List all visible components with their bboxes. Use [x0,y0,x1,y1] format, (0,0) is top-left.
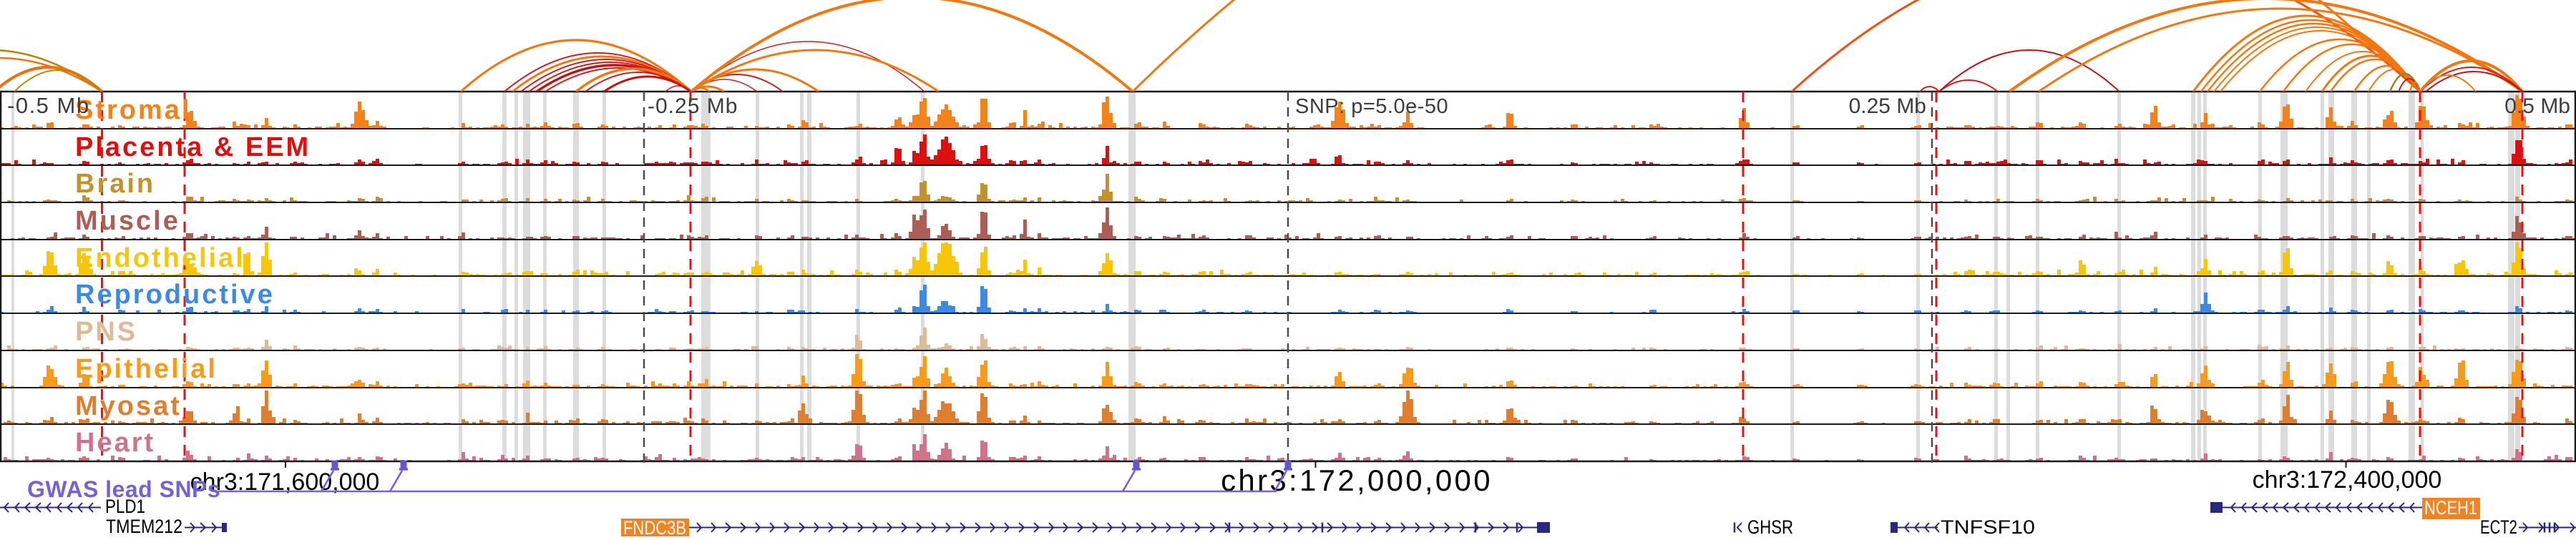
svg-text:Reproductive: Reproductive [75,280,275,310]
svg-text:-0.5 Mb: -0.5 Mb [7,93,90,118]
svg-text:0.25 Mb: 0.25 Mb [1849,94,1926,118]
svg-text:TMEM212: TMEM212 [106,516,182,536]
svg-text:Heart: Heart [75,428,155,458]
svg-text:Muscle: Muscle [75,206,180,236]
svg-text:Myosat: Myosat [75,391,182,421]
svg-text:SNP: p=5.0e-50: SNP: p=5.0e-50 [1295,95,1448,118]
svg-text:Brain: Brain [75,169,155,199]
svg-text:Stromal: Stromal [75,95,191,125]
svg-text:FNDC3B: FNDC3B [623,517,686,536]
svg-text:PNS: PNS [75,317,137,347]
svg-text:Endothelial: Endothelial [75,243,245,273]
svg-text:-0.25 Mb: -0.25 Mb [648,94,738,118]
svg-text:PLD1: PLD1 [105,496,145,517]
svg-text:GHSR: GHSR [1747,516,1793,536]
svg-text:Epithelial: Epithelial [75,354,218,384]
svg-text:chr3:172,400,000: chr3:172,400,000 [2253,466,2442,494]
svg-text:Placenta & EEM: Placenta & EEM [75,132,311,162]
svg-text:0.5 Mb: 0.5 Mb [2504,94,2570,118]
svg-text:TNFSF10: TNFSF10 [1941,516,2035,536]
svg-text:NCEH1: NCEH1 [2424,497,2477,519]
svg-text:GWAS lead SNPs: GWAS lead SNPs [27,476,220,502]
svg-text:ECT2: ECT2 [2480,516,2517,536]
